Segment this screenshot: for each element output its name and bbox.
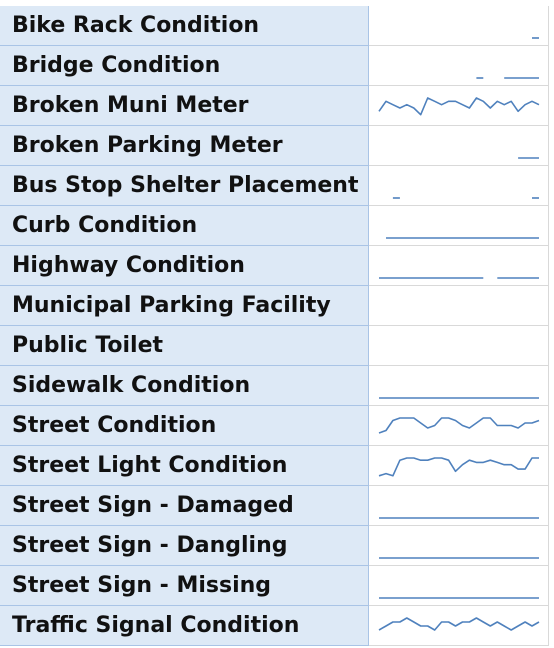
sparkline-cell[interactable] <box>369 126 549 166</box>
row-label-cell[interactable]: Street Sign - Missing <box>0 566 369 606</box>
row-label-cell[interactable]: Street Sign - Dangling <box>0 526 369 566</box>
row-label-cell[interactable]: Public Toilet <box>0 326 369 366</box>
sparkline <box>518 157 539 159</box>
table-row: Highway Condition <box>0 246 554 286</box>
sparkline-series <box>378 617 540 631</box>
table-row: Municipal Parking Facility <box>0 286 554 326</box>
sparkline <box>379 397 539 399</box>
sparkline-cell[interactable] <box>369 446 549 486</box>
row-label-cell[interactable]: Municipal Parking Facility <box>0 286 369 326</box>
sparkline-cell[interactable] <box>369 6 549 46</box>
table-row: Street Sign - Dangling <box>0 526 554 566</box>
sparkline-cell[interactable] <box>369 246 549 286</box>
sparkline-series <box>378 457 539 477</box>
table-row: Broken Muni Meter <box>0 86 554 126</box>
sparkline-cell[interactable] <box>369 606 549 646</box>
sparkline <box>378 417 540 434</box>
sparkline-cell[interactable] <box>369 166 549 206</box>
row-label-cell[interactable]: Street Sign - Damaged <box>0 486 369 526</box>
sheet-edge <box>549 0 554 648</box>
spreadsheet-grid: Bike Rack Condition Bridge Condition Broke… <box>0 6 554 646</box>
row-label-cell[interactable]: Bus Stop Shelter Placement <box>0 166 369 206</box>
sparkline <box>386 237 539 239</box>
table-row: Bus Stop Shelter Placement <box>0 166 554 206</box>
table-row: Street Sign - Damaged <box>0 486 554 526</box>
sparkline <box>379 517 539 519</box>
table-row: Public Toilet <box>0 326 554 366</box>
row-label-cell[interactable]: Sidewalk Condition <box>0 366 369 406</box>
sparkline <box>379 557 539 559</box>
sparkline-cell[interactable] <box>369 86 549 126</box>
row-label-cell[interactable]: Street Light Condition <box>0 446 369 486</box>
table-row: Bike Rack Condition <box>0 6 554 46</box>
table-row: Street Sign - Missing <box>0 566 554 606</box>
row-label-cell[interactable]: Broken Parking Meter <box>0 126 369 166</box>
sparkline-series <box>378 417 540 434</box>
sparkline <box>392 197 539 199</box>
sparkline-cell[interactable] <box>369 326 549 366</box>
sparkline <box>532 37 539 39</box>
row-label-cell[interactable]: Curb Condition <box>0 206 369 246</box>
sparkline-cell[interactable] <box>369 286 549 326</box>
sparkline-cell[interactable] <box>369 486 549 526</box>
table-row: Curb Condition <box>0 206 554 246</box>
row-label-cell[interactable]: Bridge Condition <box>0 46 369 86</box>
sparkline <box>476 77 539 79</box>
sparkline <box>379 277 539 279</box>
sparkline-cell[interactable] <box>369 566 549 606</box>
sparkline <box>378 97 540 116</box>
sparkline <box>378 457 539 477</box>
sparkline-cell[interactable] <box>369 46 549 86</box>
table-row: Street Light Condition <box>0 446 554 486</box>
sparkline-series <box>378 97 540 116</box>
table-row: Traffic Signal Condition <box>0 606 554 646</box>
table-row: Broken Parking Meter <box>0 126 554 166</box>
row-label-cell[interactable]: Broken Muni Meter <box>0 86 369 126</box>
sparkline-cell[interactable] <box>369 206 549 246</box>
sparkline-cell[interactable] <box>369 526 549 566</box>
sparkline-cell[interactable] <box>369 366 549 406</box>
sparkline-cell[interactable] <box>369 406 549 446</box>
sparkline <box>369 286 549 326</box>
sparkline <box>379 597 539 599</box>
row-label-cell[interactable]: Highway Condition <box>0 246 369 286</box>
sparkline <box>378 617 540 631</box>
table-row: Street Condition <box>0 406 554 446</box>
row-label-cell[interactable]: Street Condition <box>0 406 369 446</box>
table-row: Bridge Condition <box>0 46 554 86</box>
table-row: Sidewalk Condition <box>0 366 554 406</box>
row-label-cell[interactable]: Bike Rack Condition <box>0 6 369 46</box>
sparkline <box>369 326 549 366</box>
row-label-cell[interactable]: Traffic Signal Condition <box>0 606 369 646</box>
